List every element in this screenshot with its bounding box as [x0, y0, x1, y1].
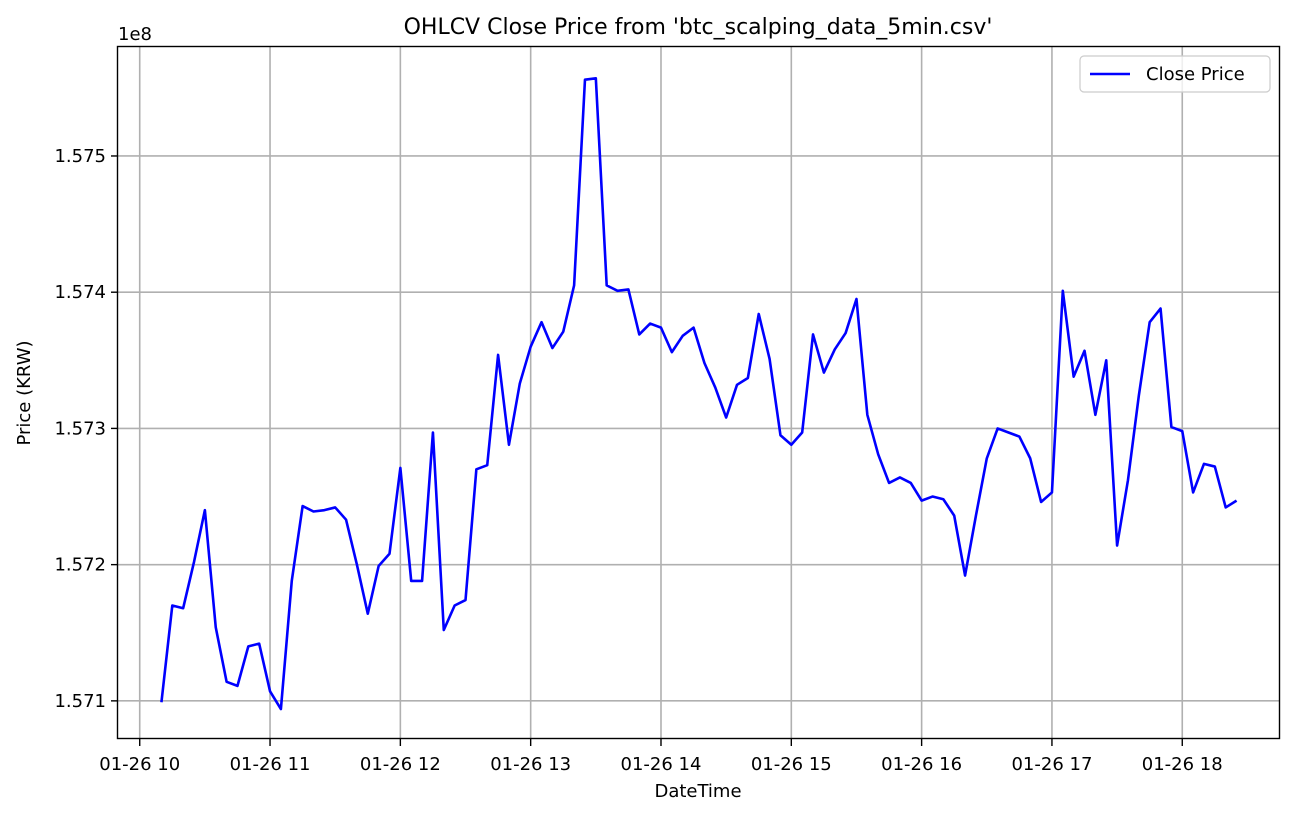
x-tick-label: 01-26 11 [230, 754, 311, 775]
x-tick-label: 01-26 16 [881, 754, 962, 775]
y-tick-label: 1.571 [54, 691, 106, 712]
x-tick-label: 01-26 17 [1011, 754, 1092, 775]
y-tick-label: 1.572 [54, 555, 106, 576]
x-tick-label: 01-26 10 [99, 754, 180, 775]
series-layer [160, 77, 1238, 711]
legend-label-close-price: Close Price [1146, 64, 1245, 85]
x-tick-label: 01-26 13 [490, 754, 571, 775]
series-line-close-price [160, 77, 1238, 711]
legend: Close Price [1079, 55, 1271, 93]
y-offset-label: 1e8 [118, 24, 152, 45]
y-tick-label: 1.573 [54, 418, 106, 439]
x-tick-label: 01-26 14 [621, 754, 702, 775]
x-tick-label: 01-26 18 [1142, 754, 1223, 775]
x-axis-ticks: 01-26 10 01-26 11 01-26 12 01-26 13 01-26 14… [99, 739, 1223, 775]
grid-lines [118, 47, 1280, 739]
y-axis-label: Price (KRW) [14, 340, 35, 445]
legend-box [1079, 55, 1271, 93]
x-axis-label: DateTime [654, 781, 741, 802]
chart-title: OHLCV Close Price from 'btc_scalping_dat… [404, 15, 993, 40]
x-tick-label: 01-26 12 [360, 754, 441, 775]
x-tick-label: 01-26 15 [751, 754, 832, 775]
plot-area-frame [116, 45, 1281, 740]
y-tick-label: 1.574 [54, 282, 106, 303]
y-tick-label: 1.575 [54, 146, 106, 167]
y-axis-ticks: 1.571 1.572 1.573 1.574 1.575 [54, 146, 118, 712]
